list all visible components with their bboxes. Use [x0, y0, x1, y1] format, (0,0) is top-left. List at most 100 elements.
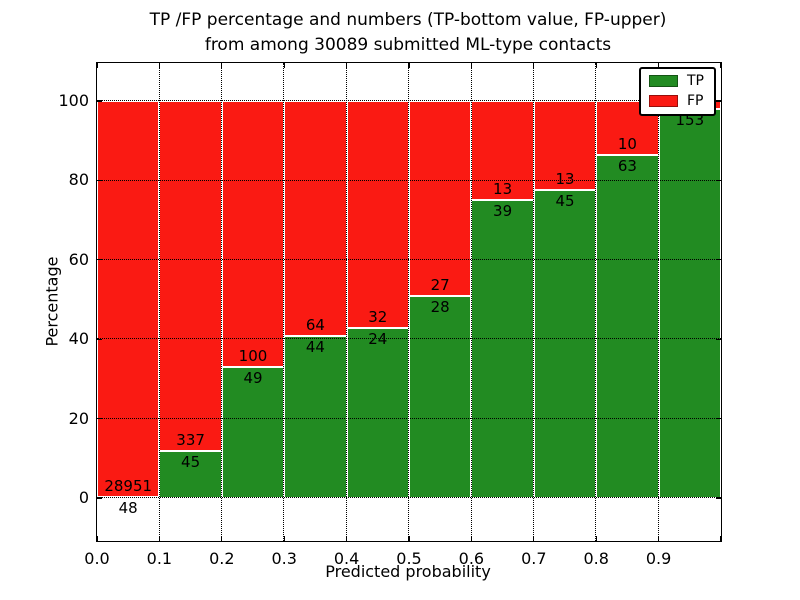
- x-tick-label: 0.7: [521, 549, 547, 568]
- y-tick-label: 60: [68, 249, 89, 269]
- axis-tick: [470, 536, 473, 541]
- legend-item-fp: FP: [649, 94, 704, 108]
- axis-tick: [716, 338, 721, 340]
- x-tick-label: 0.0: [84, 549, 110, 568]
- chart-title-line2: from among 30089 submitted ML-type conta…: [204, 35, 612, 55]
- x-tick-label: 0.1: [146, 549, 173, 568]
- x-tick-label: 0.9: [645, 549, 672, 568]
- bar-label-tp: 39: [493, 202, 513, 221]
- axis-tick: [408, 63, 410, 68]
- axis-tick: [221, 63, 223, 68]
- axis-tick: [658, 536, 660, 541]
- gridline-x: [345, 63, 347, 541]
- bar-segment-fp: [533, 101, 597, 190]
- bar-segment-fp: [409, 101, 472, 296]
- bar-segment-tp: [596, 155, 659, 498]
- bar-segment-tp: [409, 295, 472, 498]
- bar-segment-tp: [658, 108, 721, 498]
- gridline-x: [283, 63, 285, 541]
- legend: TP FP: [639, 67, 716, 116]
- y-tick-label: 40: [68, 329, 89, 349]
- bar-label-tp: 45: [555, 191, 575, 210]
- x-tick-label: 0.8: [583, 549, 609, 568]
- bar-segment-fp: [346, 101, 409, 328]
- legend-swatch-tp-icon: [649, 75, 678, 87]
- axis-tick: [595, 63, 597, 68]
- chart-title: TP /FP percentage and numbers (TP-bottom…: [60, 8, 756, 58]
- x-tick-label: 0.3: [271, 549, 297, 568]
- axis-tick: [716, 100, 721, 102]
- gridline-x: [470, 63, 472, 541]
- axis-tick: [96, 536, 98, 541]
- legend-label-fp: FP: [687, 93, 704, 109]
- bar-label-fp: 28951: [104, 477, 153, 496]
- bar-label-fp: 13: [555, 169, 575, 188]
- axis-tick: [346, 63, 348, 68]
- gridline-x: [595, 63, 597, 541]
- bar-label-fp: 10: [617, 135, 637, 154]
- bar-segment-fp: [97, 101, 160, 498]
- axis-tick: [97, 338, 102, 340]
- bar-segment-fp: [284, 101, 347, 337]
- bar-label-fp: 32: [368, 307, 388, 326]
- axis-tick: [720, 63, 722, 68]
- bar-segment-fp: [221, 101, 285, 368]
- chart-title-line1: TP /FP percentage and numbers (TP-bottom…: [149, 10, 667, 30]
- axis-tick: [470, 63, 473, 68]
- bar-segment-tp: [159, 451, 222, 498]
- y-tick-label: 0: [78, 488, 89, 507]
- bar-label-fp: 64: [305, 316, 325, 335]
- axis-tick: [97, 497, 102, 499]
- x-tick-label: 0.5: [396, 549, 422, 568]
- gridline-x: [533, 63, 534, 541]
- bar-segment-tp: [221, 367, 285, 498]
- gridline-x: [657, 63, 659, 541]
- bar-segment-fp: [159, 101, 222, 452]
- bar-label-tp: 49: [243, 369, 263, 388]
- axis-tick: [97, 259, 102, 261]
- bar-label-fp: 337: [176, 431, 205, 450]
- axis-tick: [658, 63, 660, 68]
- legend-item-tp: TP: [649, 74, 704, 88]
- axis-tick: [533, 536, 535, 541]
- axis-tick: [716, 259, 721, 261]
- axis-tick: [158, 536, 161, 541]
- axis-tick: [97, 100, 102, 102]
- legend-swatch-fp-icon: [649, 95, 678, 107]
- axis-tick: [716, 179, 721, 182]
- plot-area: TP FP 0.0 0.1 0.2 0.3 0.4 0.5 0.6 0.7 0.8 0.9 0 20 4…: [58, 62, 722, 568]
- bar-label-fp: 100: [238, 347, 268, 366]
- gridline-x: [221, 63, 222, 541]
- x-tick-label: 0.2: [209, 549, 235, 568]
- y-tick-label: 80: [68, 170, 89, 190]
- x-tick-label: 0.6: [458, 549, 485, 568]
- axis-tick: [283, 63, 285, 68]
- gridline-x: [158, 63, 160, 541]
- y-tick-label: 100: [58, 91, 89, 110]
- x-tick-label: 0.4: [333, 549, 360, 568]
- legend-label-tp: TP: [687, 73, 704, 89]
- x-axis-label: Predicted probability: [325, 562, 491, 581]
- axis-tick: [221, 536, 223, 541]
- bar-segment-tp: [346, 327, 409, 498]
- bar-label-tp: 48: [118, 499, 138, 518]
- axis-tick: [716, 418, 721, 420]
- axis-tick: [97, 418, 102, 420]
- bar-label-tp: 44: [305, 338, 325, 357]
- axis-tick: [720, 536, 722, 541]
- bar-segment-tp: [533, 189, 597, 498]
- axis-tick: [346, 536, 348, 541]
- axis-tick: [283, 536, 285, 541]
- bar-label-fp: 13: [493, 180, 513, 199]
- axis-tick: [158, 63, 161, 68]
- axis-tick: [96, 63, 98, 68]
- axis-tick: [97, 179, 102, 182]
- gridline-x: [408, 63, 410, 541]
- bar-segment-tp: [471, 200, 534, 498]
- bar-label-tp: 45: [181, 453, 201, 472]
- axis-tick: [716, 497, 721, 499]
- bar-label-tp: 28: [430, 297, 450, 316]
- axis-tick: [408, 536, 410, 541]
- bar-label-fp: 27: [430, 275, 450, 294]
